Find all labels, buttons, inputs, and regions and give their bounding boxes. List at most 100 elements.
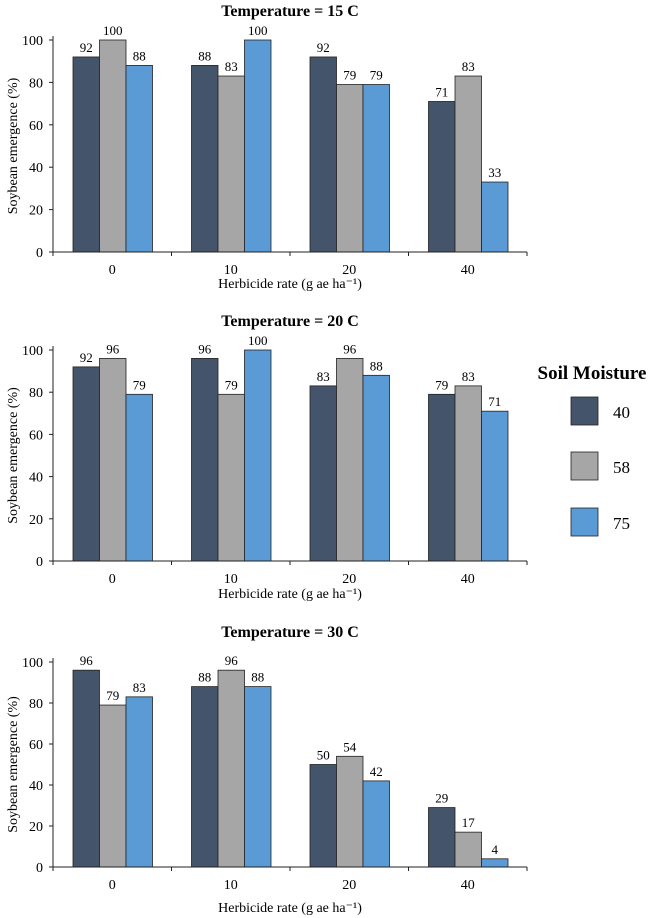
bar <box>362 84 390 253</box>
bar <box>125 393 153 562</box>
bar <box>217 75 245 253</box>
bar <box>217 393 245 562</box>
bar <box>244 39 272 253</box>
legend: Soil Moisture 40 58 75 <box>538 363 647 537</box>
y-tick-label: 0 <box>36 246 43 261</box>
data-label: 96 <box>80 653 94 668</box>
chart-title: Temperature = 20 C <box>221 313 359 330</box>
data-label: 79 <box>225 377 238 392</box>
data-label: 96 <box>343 341 357 356</box>
data-label: 79 <box>370 68 383 83</box>
x-tick-label: 20 <box>342 878 356 893</box>
panel-3: Temperature = 30 C9688502979965417838842… <box>6 624 528 916</box>
data-label: 88 <box>133 48 146 63</box>
y-tick-label: 0 <box>36 861 43 876</box>
data-label: 33 <box>488 165 501 180</box>
bar <box>99 704 127 868</box>
x-tick-label: 0 <box>109 878 116 893</box>
bar <box>309 385 337 562</box>
bar <box>72 56 100 253</box>
x-tick-label: 40 <box>461 572 475 587</box>
bar <box>454 75 482 253</box>
data-label: 88 <box>198 48 211 63</box>
data-label: 17 <box>462 815 476 830</box>
bar <box>481 858 509 868</box>
data-label: 96 <box>225 653 239 668</box>
y-tick-label: 40 <box>29 161 43 176</box>
data-label: 79 <box>133 377 146 392</box>
data-label: 71 <box>488 394 501 409</box>
data-label: 50 <box>317 748 330 763</box>
y-tick-label: 60 <box>29 119 43 134</box>
panel-1: Temperature = 15 C9288927110083798388100… <box>6 3 528 292</box>
data-label: 96 <box>106 341 120 356</box>
x-axis-label: Herbicide rate (g ae ha⁻¹) <box>218 587 362 602</box>
bar <box>72 669 100 868</box>
data-label: 79 <box>343 68 356 83</box>
data-label: 92 <box>317 40 330 55</box>
y-tick-label: 40 <box>29 471 43 486</box>
bar <box>336 358 364 562</box>
x-tick-label: 0 <box>109 263 116 278</box>
y-tick-label: 20 <box>29 820 43 835</box>
x-tick-label: 20 <box>342 572 356 587</box>
bar <box>125 696 153 868</box>
y-tick-label: 20 <box>29 513 43 528</box>
legend-swatch <box>570 507 599 537</box>
data-label: 88 <box>251 670 264 685</box>
y-tick-label: 100 <box>22 656 43 671</box>
data-label: 100 <box>248 333 268 348</box>
data-label: 83 <box>133 680 146 695</box>
y-axis-label: Soybean emergence (%) <box>6 696 21 833</box>
bar <box>217 669 245 868</box>
bar <box>336 755 364 868</box>
bar <box>99 358 127 562</box>
chart-title: Temperature = 30 C <box>221 624 359 641</box>
bar <box>191 686 219 868</box>
y-tick-label: 40 <box>29 779 43 794</box>
chart-title: Temperature = 15 C <box>221 3 359 20</box>
bar <box>244 686 272 868</box>
bar <box>428 393 456 562</box>
bar <box>481 181 509 253</box>
bar <box>244 349 272 562</box>
legend-title: Soil Moisture <box>538 363 647 384</box>
y-tick-label: 100 <box>22 344 43 359</box>
panel-2: Temperature = 20 C9296837996799683791008… <box>6 313 528 602</box>
x-tick-label: 20 <box>342 263 356 278</box>
data-label: 83 <box>462 369 475 384</box>
bar <box>191 65 219 253</box>
data-label: 71 <box>435 84 448 99</box>
data-label: 83 <box>462 59 475 74</box>
bar <box>428 807 456 868</box>
y-tick-label: 80 <box>29 697 43 712</box>
y-tick-label: 80 <box>29 386 43 401</box>
x-tick-label: 10 <box>224 878 238 893</box>
data-label: 29 <box>435 791 448 806</box>
data-label: 79 <box>435 377 448 392</box>
bar <box>125 65 153 253</box>
x-tick-label: 40 <box>461 263 475 278</box>
y-tick-label: 60 <box>29 428 43 443</box>
bar <box>309 764 337 868</box>
bar <box>362 780 390 868</box>
legend-label: 58 <box>613 458 630 477</box>
y-tick-label: 80 <box>29 76 43 91</box>
data-label: 4 <box>492 842 499 857</box>
y-tick-label: 100 <box>22 34 43 49</box>
bar <box>191 358 219 562</box>
bar <box>336 84 364 253</box>
bar <box>362 374 390 562</box>
x-tick-label: 10 <box>224 263 238 278</box>
legend-swatch <box>570 451 599 481</box>
x-tick-label: 40 <box>461 878 475 893</box>
legend-label: 75 <box>613 514 630 533</box>
data-label: 100 <box>103 23 123 38</box>
y-tick-label: 60 <box>29 738 43 753</box>
x-tick-label: 0 <box>109 572 116 587</box>
legend-swatch <box>570 396 599 426</box>
bar <box>481 410 509 562</box>
data-label: 88 <box>198 670 211 685</box>
x-tick-label: 10 <box>224 572 238 587</box>
